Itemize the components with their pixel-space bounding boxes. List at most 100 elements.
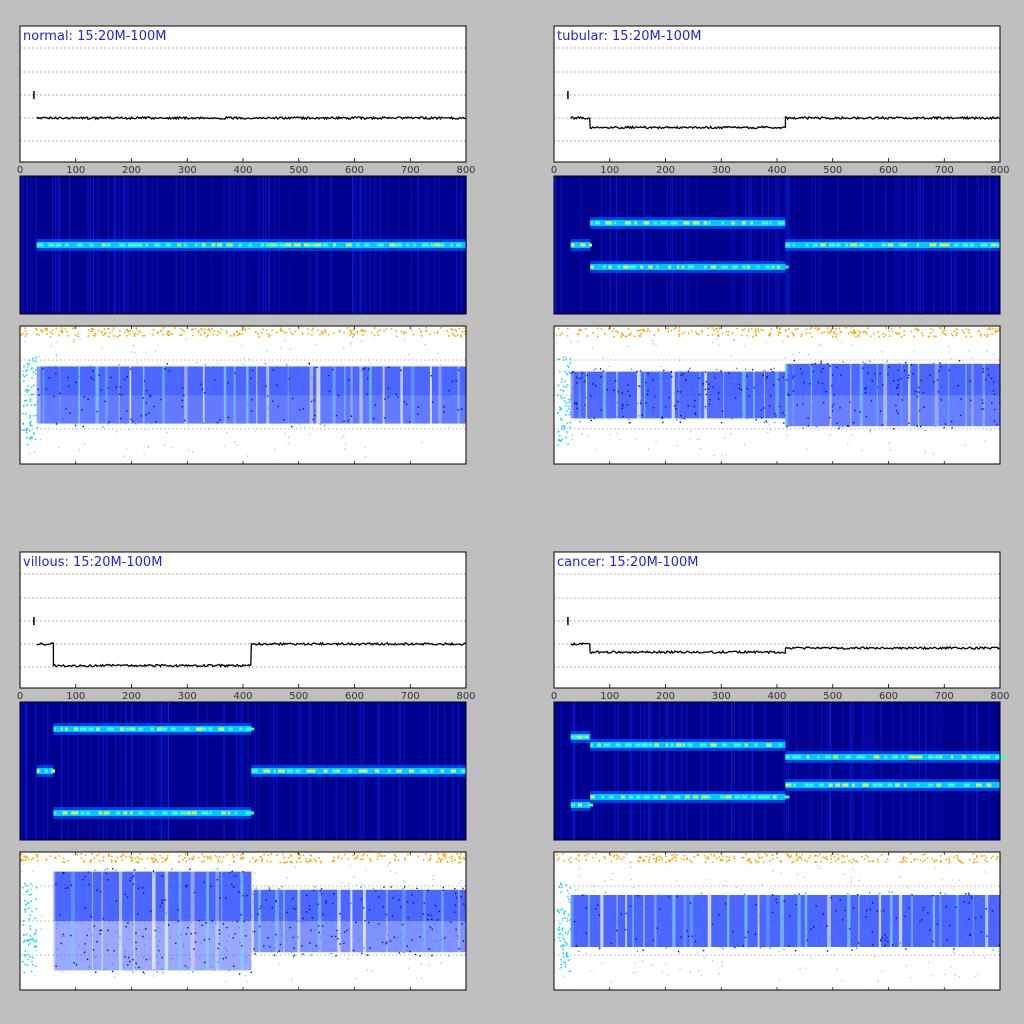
scatter-noise-point <box>632 886 634 888</box>
heatmap-hotspot <box>194 243 198 247</box>
scatter-top-point <box>390 328 393 330</box>
scatter-top-point <box>159 330 162 332</box>
scatter-noise-point <box>932 975 934 977</box>
scatter-edge-point <box>23 365 25 368</box>
scatter-point <box>55 372 57 375</box>
scatter-point <box>915 931 918 934</box>
copy-number-line-plot: 0 100 200 300 400 500 600 700 800 <box>551 25 1010 176</box>
heatmap-streak <box>124 702 126 840</box>
scatter-noise-point <box>905 965 907 967</box>
heatmap-streak <box>687 176 689 314</box>
scatter-top-point <box>718 327 721 330</box>
scatter-top-point <box>779 327 781 330</box>
scatter-stripe <box>162 366 166 424</box>
scatter-top-point <box>154 860 156 862</box>
scatter-top-point <box>410 328 413 331</box>
scatter-top-point <box>238 333 241 336</box>
copy-number-line-panel: 0 100 200 300 400 500 600 700 800 villous: 15:20… <box>17 551 476 702</box>
scatter-point <box>238 973 241 975</box>
scatter-point <box>430 914 432 916</box>
scatter-edge-point <box>23 954 26 957</box>
scatter-top-point <box>848 860 851 862</box>
scatter-edge-point <box>28 389 30 392</box>
heatmap-hotspot <box>665 743 669 747</box>
scatter-top-point <box>361 854 364 857</box>
scatter-point <box>449 921 452 923</box>
scatter-noise-point <box>592 885 595 887</box>
scatter-top-point <box>232 855 235 858</box>
scatter-stripe <box>766 895 770 947</box>
scatter-point <box>891 891 894 893</box>
scatter-top-point <box>119 855 122 858</box>
heatmap-hotspot <box>953 243 959 247</box>
scatter-top-point <box>240 854 242 856</box>
scatter-point <box>583 387 585 390</box>
scatter-stripe <box>985 895 989 947</box>
scatter-top-point <box>360 329 362 332</box>
scatter-edge-point <box>565 963 567 966</box>
scatter-top-point <box>73 327 76 329</box>
scatter-point <box>142 912 145 914</box>
scatter-top-point <box>562 853 564 855</box>
scatter-point <box>815 426 817 428</box>
scatter-top-point <box>850 327 853 329</box>
scatter-point <box>184 965 187 967</box>
scatter-edge-point <box>35 369 37 371</box>
scatter-point <box>939 373 942 375</box>
scatter-noise-point <box>104 968 107 970</box>
heatmap-streak <box>783 702 785 840</box>
scatter-top-point <box>167 332 169 335</box>
scatter-noise-point <box>254 430 256 432</box>
scatter-point <box>907 377 910 379</box>
scatter-edge-point <box>33 941 36 943</box>
x-tick-label: 600 <box>879 691 898 702</box>
scatter-point <box>103 386 105 388</box>
scatter-point <box>788 394 790 397</box>
scatter-point <box>702 949 705 952</box>
heatmap-hotspot <box>615 743 621 747</box>
scatter-top-point <box>279 861 282 864</box>
scatter-top-point <box>958 860 961 862</box>
scatter-noise-point <box>33 374 35 376</box>
scatter-point <box>322 925 324 927</box>
scatter-edge-point <box>561 927 564 930</box>
scatter-top-point <box>95 854 98 857</box>
scatter-top-point <box>747 859 749 862</box>
heatmap-hotspot <box>746 265 751 269</box>
scatter-point <box>852 421 855 424</box>
scatter-stripe <box>275 889 279 953</box>
heatmap-streak <box>750 176 752 314</box>
scatter-top-point <box>658 855 661 858</box>
scatter-top-point <box>267 335 270 338</box>
scatter-top-point <box>597 335 599 338</box>
scatter-point <box>168 370 171 372</box>
scatter-top-point <box>137 861 140 864</box>
scatter-top-point <box>289 860 292 863</box>
scatter-point <box>716 369 718 371</box>
scatter-top-point <box>452 334 455 336</box>
scatter-noise-point <box>223 445 225 447</box>
heatmap-hotspot <box>994 755 1002 759</box>
scatter-edge-point <box>569 414 571 416</box>
scatter-point <box>704 405 707 408</box>
scatter-top-point <box>767 334 770 336</box>
scatter-top-point <box>441 858 444 860</box>
scatter-point <box>80 910 82 913</box>
scatter-top-point <box>830 854 833 857</box>
scatter-stripe <box>616 895 618 947</box>
scatter-point <box>275 900 277 902</box>
scatter-point <box>778 927 780 930</box>
scatter-point <box>826 950 829 952</box>
scatter-top-point <box>970 335 972 338</box>
scatter-edge-point <box>25 370 27 372</box>
scatter-point <box>305 944 307 946</box>
scatter-stripe <box>615 371 618 419</box>
heatmap-hotspot <box>577 803 582 807</box>
scatter-top-point <box>402 332 405 335</box>
scatter-point <box>576 376 578 379</box>
scatter-top-point <box>448 856 451 859</box>
scatter-top-point <box>459 853 462 855</box>
scatter-top-point <box>113 335 115 337</box>
scatter-point <box>914 366 917 368</box>
scatter-point <box>875 386 878 388</box>
